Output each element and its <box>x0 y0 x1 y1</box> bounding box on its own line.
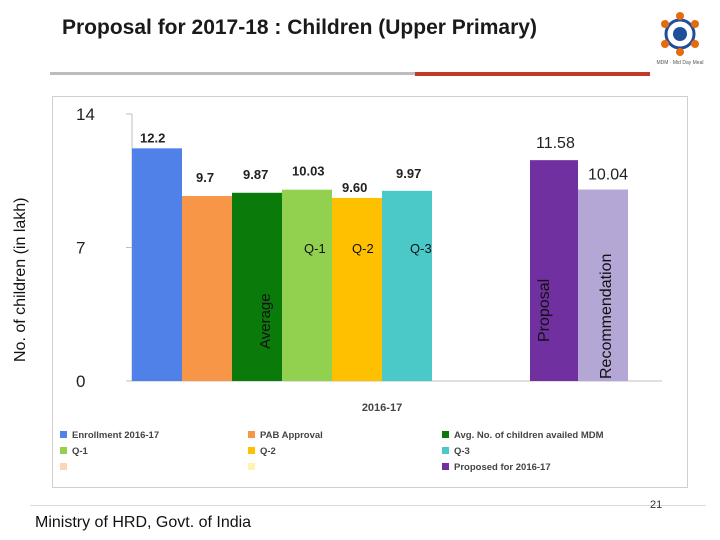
data-label: 9.60 <box>342 180 367 195</box>
legend-label: Enrollment 2016-17 <box>72 430 159 441</box>
mdm-logo-icon <box>661 12 699 56</box>
annotation-proposal: Proposal <box>536 279 553 342</box>
bar-q-2 <box>332 197 382 381</box>
bar-recommendation <box>578 189 628 381</box>
legend-swatch <box>248 447 255 454</box>
y-tick-label: 7 <box>76 239 85 258</box>
legend-swatch <box>60 463 67 470</box>
title-underline-gray <box>50 72 415 75</box>
data-label: 9.7 <box>196 170 214 185</box>
data-label: 9.97 <box>396 166 421 181</box>
logo-caption-text: MDM · Mid Day Meal <box>656 60 704 66</box>
page-number: 21 <box>650 499 663 511</box>
data-label: 9.87 <box>243 167 268 182</box>
legend-swatch <box>248 463 255 470</box>
y-tick-label: 14 <box>76 105 95 124</box>
y-axis-title: No. of children (in lakh) <box>12 197 29 362</box>
legend-swatch <box>442 447 449 454</box>
legend-swatch <box>60 447 67 454</box>
legend-label: PAB Approval <box>260 430 323 441</box>
bar-q-3 <box>382 190 432 381</box>
slide-title: Proposal for 2017-18 : Children (Upper P… <box>62 16 537 39</box>
bar-avg-no-of-children-availed-mdm <box>232 192 282 381</box>
legend-swatch <box>60 431 67 438</box>
legend-label: Proposed for 2016-17 <box>454 462 551 473</box>
footer-divider <box>30 505 706 506</box>
footer-text: Ministry of HRD, Govt. of India <box>35 514 252 531</box>
legend-label: Q-2 <box>260 446 276 457</box>
logo-caption: MDM · Mid Day Meal <box>646 60 714 66</box>
bar-enrollment-2016-17 <box>132 148 182 381</box>
y-tick-label: 0 <box>76 372 85 391</box>
legend-label: Q-1 <box>72 446 89 457</box>
x-axis-label: 2016-17 <box>362 402 402 414</box>
legend-label: Q-3 <box>454 446 470 457</box>
annotation-q-2: Q-2 <box>352 241 374 256</box>
data-label: 10.03 <box>292 164 325 179</box>
legend-swatch <box>248 431 255 438</box>
legend-swatch <box>442 431 449 438</box>
bar-proposed-for-2016-17 <box>530 160 578 381</box>
data-label: 12.2 <box>140 130 165 145</box>
annotation-q-3: Q-3 <box>410 241 432 256</box>
bar-q-1 <box>282 189 332 381</box>
legend-label: Avg. No. of children availed MDM <box>454 430 604 441</box>
data-label: 11.58 <box>536 135 575 152</box>
annotation-q-1: Q-1 <box>304 241 326 256</box>
title-underline-red <box>415 72 650 76</box>
annotation-recommendation: Recommendation <box>598 254 615 379</box>
annotation-average: Average <box>257 293 274 349</box>
data-label: 10.04 <box>588 167 628 184</box>
legend-swatch <box>442 463 449 470</box>
bar-pab-approval <box>182 196 232 381</box>
